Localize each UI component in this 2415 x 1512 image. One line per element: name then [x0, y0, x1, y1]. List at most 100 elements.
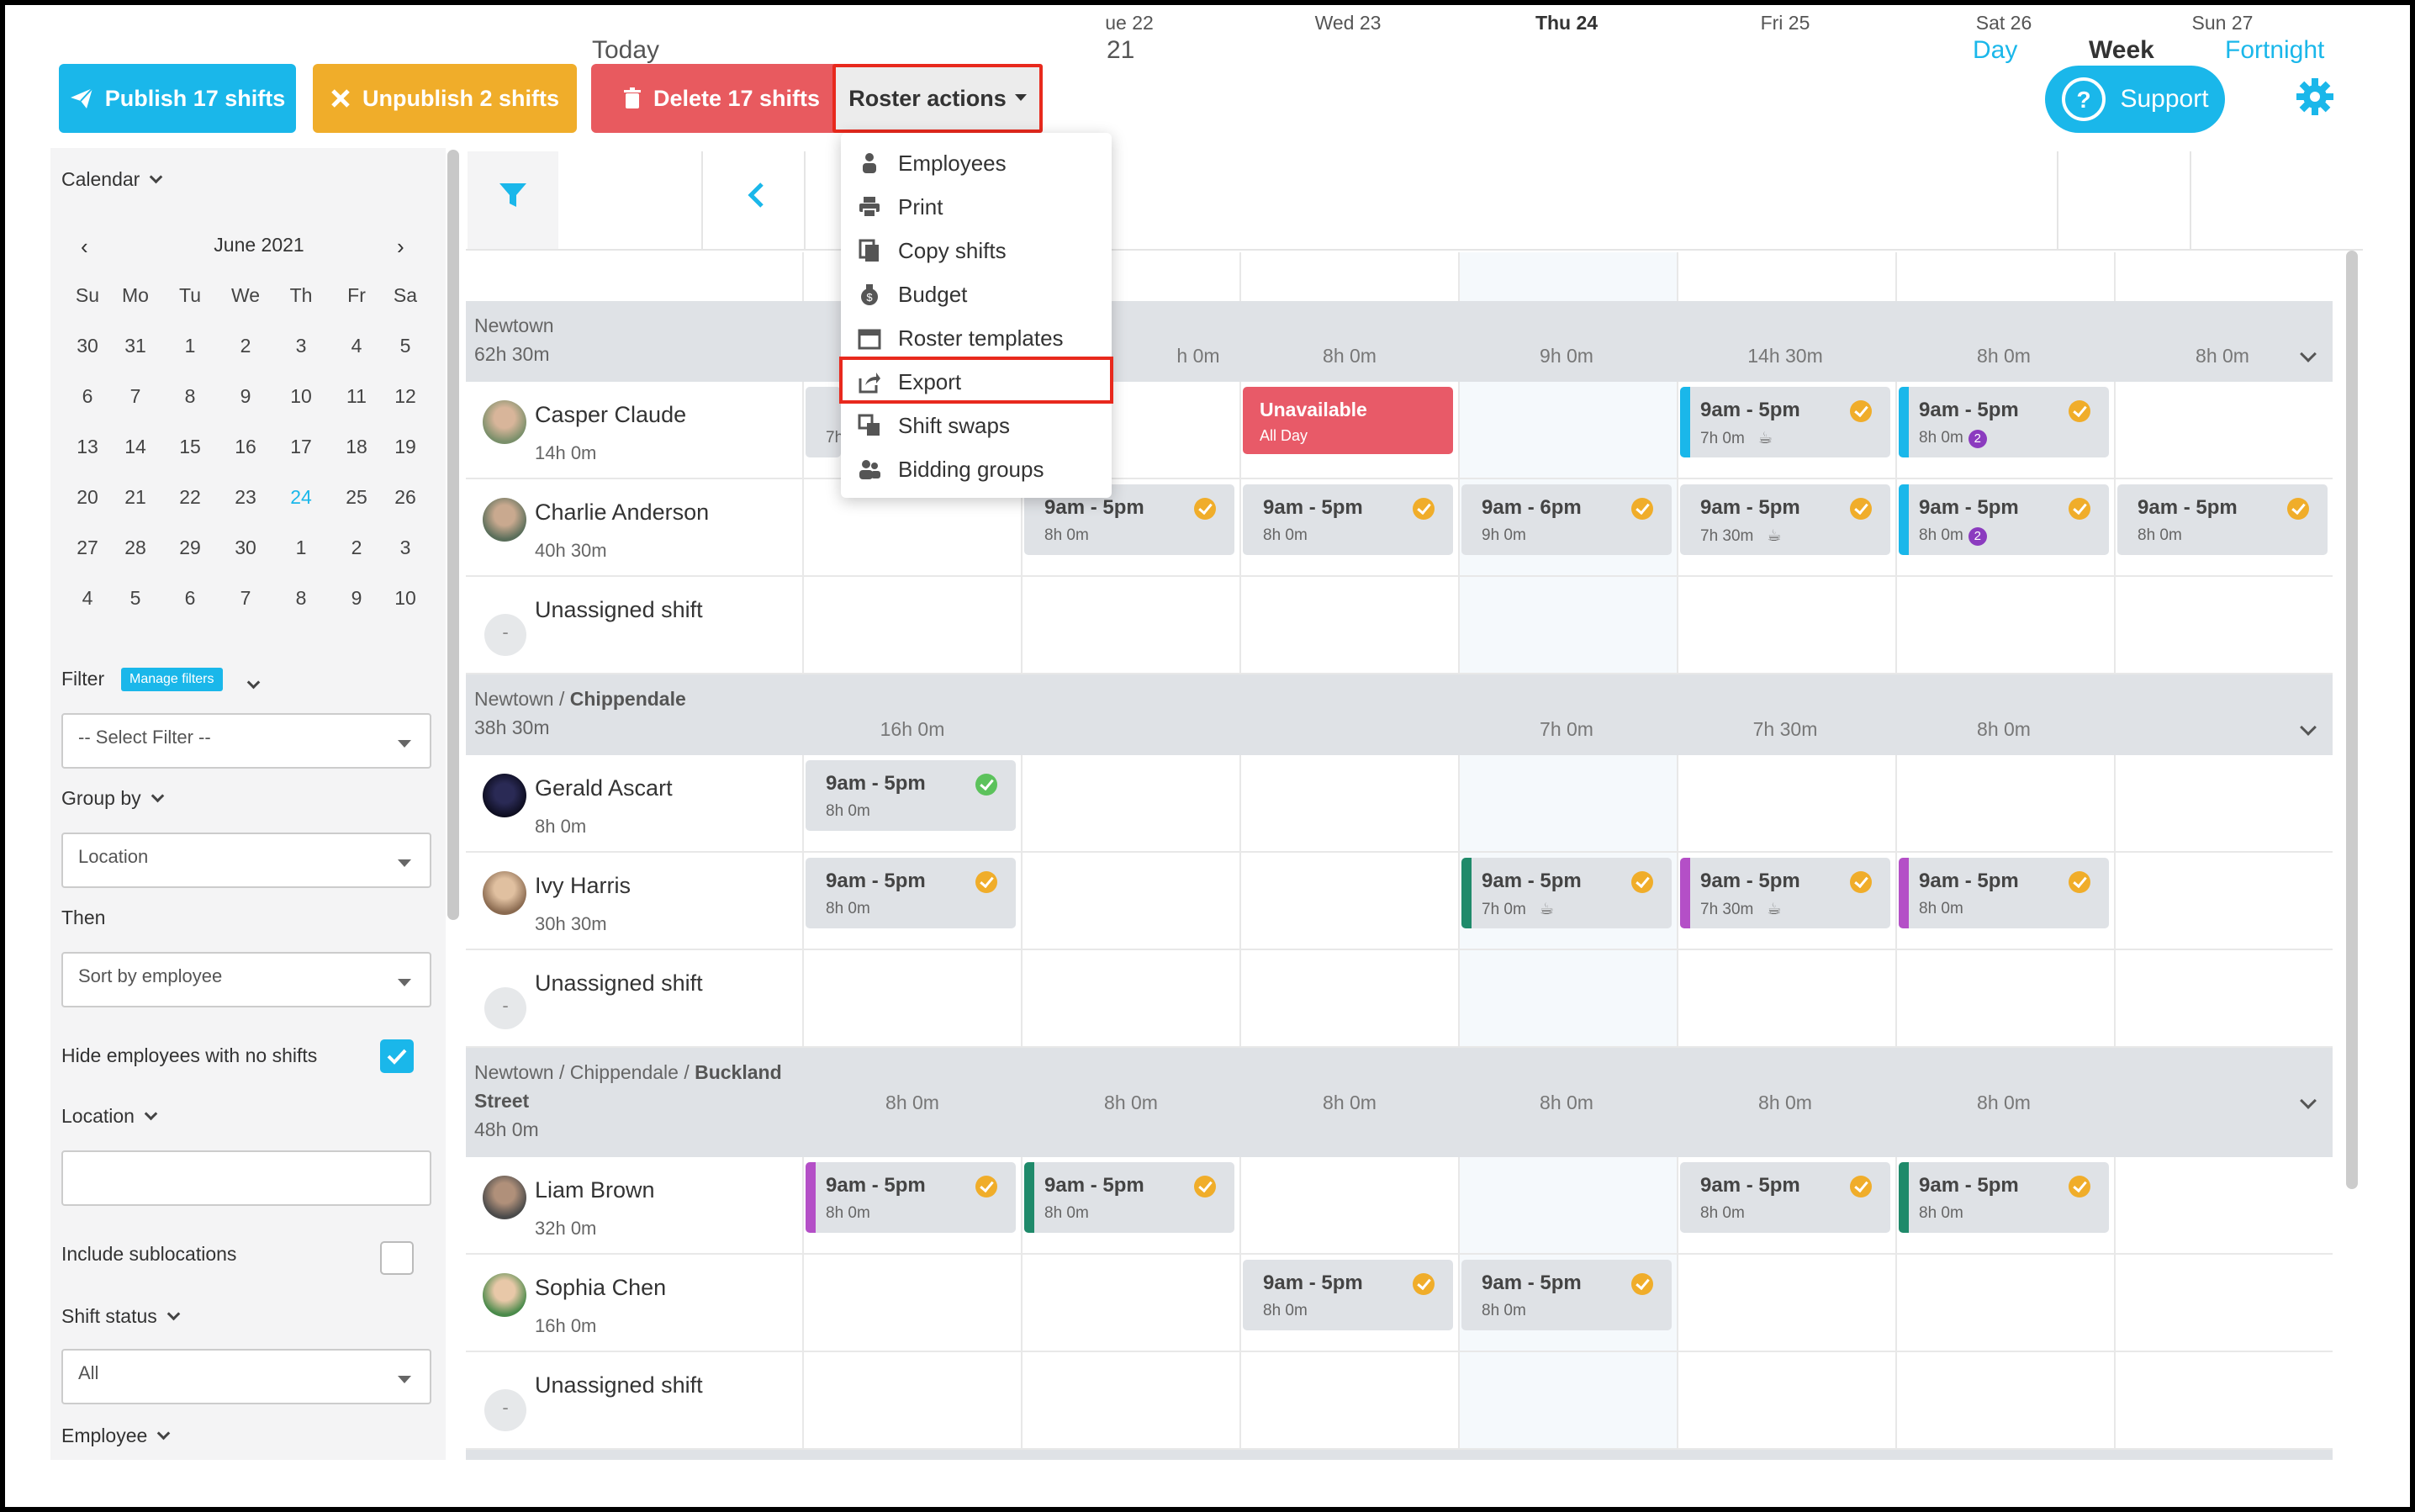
shift-card[interactable]: 9am - 5pm 8h 0m	[806, 760, 1016, 831]
calendar-day[interactable]: 14	[124, 436, 146, 457]
shift-card[interactable]: 9am - 5pm 8h 0m	[806, 1162, 1016, 1233]
sidebar-scrollbar[interactable]	[447, 150, 459, 920]
calendar-day[interactable]: 9	[240, 385, 251, 407]
shift-card[interactable]: 9am - 6pm 9h 0m	[1461, 484, 1672, 555]
shift-card[interactable]: 7h	[806, 387, 841, 457]
location-toggle[interactable]: Location	[61, 1105, 158, 1128]
gear-icon[interactable]	[2296, 77, 2334, 116]
calendar-day[interactable]: 22	[179, 486, 201, 508]
calendar-day[interactable]: 10	[394, 587, 416, 609]
menu-item-print[interactable]: Print	[841, 185, 1112, 229]
unassigned-label[interactable]: Unassigned shift	[535, 597, 703, 622]
chevron-left-icon[interactable]	[747, 182, 765, 209]
support-button[interactable]: ? Support	[2045, 66, 2225, 133]
shift-status-select[interactable]: All	[61, 1349, 431, 1404]
location-group-header[interactable]: Newtown / Chippendale / Buckland Street 48…	[466, 1048, 2333, 1157]
calendar-day[interactable]: 7	[129, 385, 141, 407]
calendar-day[interactable]: 24	[290, 486, 312, 508]
calendar-day[interactable]: 2	[240, 335, 251, 357]
calendar-day[interactable]: 5	[129, 587, 141, 609]
grid-scrollbar[interactable]	[2346, 251, 2358, 1189]
calendar-day[interactable]: 16	[235, 436, 256, 457]
calendar-day[interactable]: 1	[295, 537, 307, 558]
unassigned-label[interactable]: Unassigned shift	[535, 1372, 703, 1398]
shift-card[interactable]: 9am - 5pm 8h 0m 2	[1899, 484, 2109, 555]
employee-name[interactable]: Gerald Ascart	[535, 775, 673, 801]
employee-name[interactable]: Ivy Harris	[535, 873, 631, 898]
manage-filters-button[interactable]: Manage filters	[121, 668, 223, 691]
employee-name[interactable]: Casper Claude	[535, 402, 687, 427]
hide-employees-checkbox[interactable]	[380, 1039, 414, 1073]
shift-status-toggle[interactable]: Shift status	[61, 1305, 181, 1328]
shift-card[interactable]: 9am - 5pm 8h 0m	[806, 858, 1016, 928]
chevron-down-icon[interactable]	[2300, 1092, 2317, 1109]
view-day-tab[interactable]: Day	[1973, 36, 2018, 64]
unassigned-label[interactable]: Unassigned shift	[535, 970, 703, 996]
calendar-day[interactable]: 25	[346, 486, 367, 508]
calendar-day[interactable]: 28	[124, 537, 146, 558]
calendar-day[interactable]: 1	[184, 335, 196, 357]
calendar-day[interactable]: 26	[394, 486, 416, 508]
shift-card[interactable]: 9am - 5pm 7h 0m ☕	[1680, 387, 1890, 457]
shift-card[interactable]: 9am - 5pm 8h 0m	[1461, 1260, 1672, 1330]
employee-toggle[interactable]: Employee	[61, 1425, 171, 1447]
calendar-day[interactable]: 18	[346, 436, 367, 457]
unavailable-block[interactable]: Unavailable All Day	[1243, 387, 1453, 454]
roster-actions-button[interactable]: Roster actions	[832, 64, 1043, 133]
calendar-day[interactable]: 11	[346, 385, 367, 407]
location-group-header[interactable]: Newtown / Chippendale 38h 30m 16h 0m 7h 0…	[466, 674, 2333, 755]
chevron-down-icon[interactable]	[2300, 719, 2317, 736]
calendar-day[interactable]: 20	[77, 486, 98, 508]
filter-toggle[interactable]	[468, 151, 558, 249]
shift-card[interactable]: 9am - 5pm 8h 0m	[1899, 1162, 2109, 1233]
calendar-day[interactable]: 31	[124, 335, 146, 357]
menu-item-copy-shifts[interactable]: Copy shifts	[841, 229, 1112, 272]
menu-item-bidding-groups[interactable]: Bidding groups	[841, 447, 1112, 491]
calendar-toggle[interactable]: Calendar	[61, 168, 163, 191]
location-input[interactable]	[61, 1150, 431, 1206]
calendar-day[interactable]: 23	[235, 486, 256, 508]
calendar-day[interactable]: 3	[399, 537, 411, 558]
calendar-day[interactable]: 4	[82, 587, 93, 609]
shift-card[interactable]: 9am - 5pm 8h 0m	[1243, 484, 1453, 555]
today-button[interactable]: Today	[592, 36, 660, 64]
group-by-toggle[interactable]: Group by	[61, 787, 164, 810]
include-sublocations-checkbox[interactable]	[380, 1241, 414, 1275]
shift-card[interactable]: 9am - 5pm 8h 0m	[1899, 858, 2109, 928]
shift-card[interactable]: 9am - 5pm 8h 0m	[1243, 1260, 1453, 1330]
next-month-icon[interactable]: ›	[397, 234, 404, 259]
shift-card[interactable]: 9am - 5pm 7h 30m ☕	[1680, 858, 1890, 928]
calendar-day[interactable]: 19	[394, 436, 416, 457]
shift-card[interactable]: 9am - 5pm 7h 30m ☕	[1680, 484, 1890, 555]
shift-card[interactable]: 9am - 5pm 7h 0m ☕	[1461, 858, 1672, 928]
calendar-day[interactable]: 8	[295, 587, 307, 609]
location-group-header[interactable]: Newtown 62h 30m h 0m 8h 0m 9h 0m 14h 30m …	[466, 301, 2333, 382]
delete-shifts-button[interactable]: Delete 17 shifts	[591, 64, 852, 133]
employee-name[interactable]: Charlie Anderson	[535, 500, 710, 525]
publish-shifts-button[interactable]: Publish 17 shifts	[59, 64, 296, 133]
calendar-day[interactable]: 29	[179, 537, 201, 558]
shift-card[interactable]: 9am - 5pm 8h 0m	[1024, 1162, 1234, 1233]
menu-item-export[interactable]: Export	[841, 360, 1112, 404]
menu-item-budget[interactable]: $ Budget	[841, 272, 1112, 316]
calendar-day[interactable]: 8	[184, 385, 196, 407]
prev-month-icon[interactable]: ‹	[81, 234, 88, 259]
sort-select[interactable]: Sort by employee	[61, 952, 431, 1007]
employee-name[interactable]: Sophia Chen	[535, 1275, 667, 1300]
filter-select[interactable]: -- Select Filter --	[61, 713, 431, 769]
calendar-day[interactable]: 17	[290, 436, 312, 457]
calendar-day[interactable]: 9	[351, 587, 362, 609]
calendar-day[interactable]: 30	[77, 335, 98, 357]
calendar-day[interactable]: 30	[235, 537, 256, 558]
shift-card[interactable]: 9am - 5pm 8h 0m	[2117, 484, 2328, 555]
menu-item-employees[interactable]: Employees	[841, 141, 1112, 185]
calendar-day[interactable]: 27	[77, 537, 98, 558]
calendar-day[interactable]: 13	[77, 436, 98, 457]
calendar-day[interactable]: 3	[295, 335, 307, 357]
group-by-select[interactable]: Location	[61, 833, 431, 888]
calendar-day[interactable]: 6	[184, 587, 196, 609]
unpublish-shifts-button[interactable]: Unpublish 2 shifts	[313, 64, 577, 133]
employee-name[interactable]: Liam Brown	[535, 1177, 655, 1203]
calendar-day[interactable]: 6	[82, 385, 93, 407]
menu-item-shift-swaps[interactable]: Shift swaps	[841, 404, 1112, 447]
